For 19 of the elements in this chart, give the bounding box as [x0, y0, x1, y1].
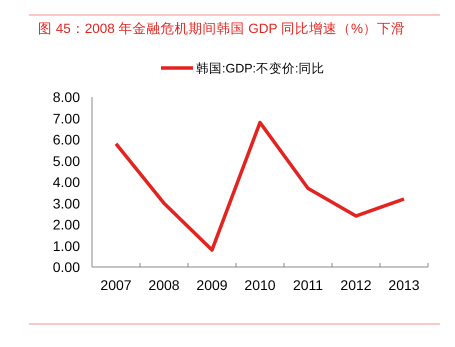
y-tick-label: 1.00 [52, 238, 80, 254]
y-tick-label: 8.00 [52, 89, 80, 105]
legend-label: 韩国:GDP:不变价:同比 [196, 62, 325, 76]
y-tick-label: 3.00 [52, 195, 80, 212]
y-tick-label: 5.00 [52, 152, 80, 169]
x-tick-label: 2007 [100, 277, 132, 293]
y-tick-label: 2.00 [52, 216, 80, 232]
x-tick-label: 2008 [148, 277, 180, 293]
line-series [114, 120, 406, 252]
y-tick-label: 0.00 [52, 259, 80, 275]
x-tick-label: 2009 [196, 277, 228, 293]
chart-title: 图 45：2008 年金融危机期间韩国 GDP 同比增速（%）下滑 [38, 21, 406, 36]
y-tick-label: 7.00 [52, 110, 80, 126]
y-tick-label: 4.00 [52, 174, 80, 190]
x-tick-label: 2013 [388, 277, 420, 293]
y-tick-label: 6.00 [52, 132, 80, 148]
x-tick-label: 2010 [244, 277, 276, 293]
x-tick-label: 2012 [340, 277, 372, 293]
x-tick-label: 2011 [292, 277, 324, 293]
